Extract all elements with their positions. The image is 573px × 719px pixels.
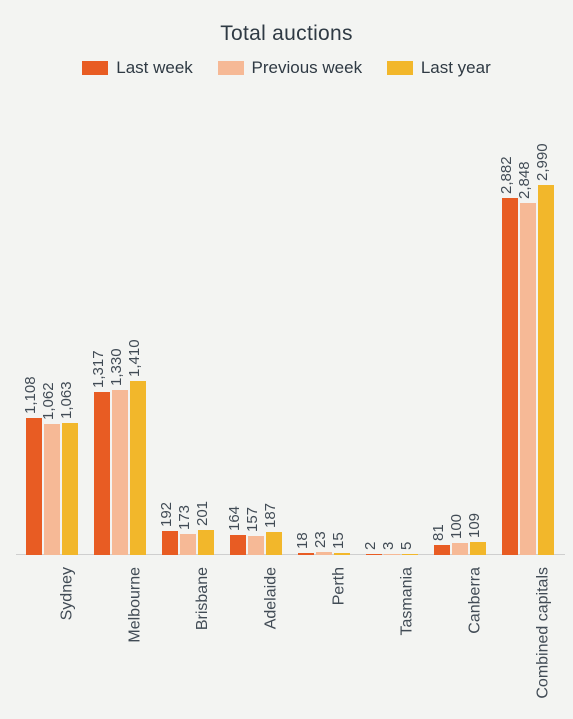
bar-value-label: 192 bbox=[158, 502, 175, 527]
category-group: 164157187 Adelaide bbox=[224, 92, 288, 715]
bar bbox=[452, 543, 468, 555]
bar-value-label: 15 bbox=[330, 532, 347, 549]
bar-value-label: 1,317 bbox=[90, 350, 107, 388]
bar bbox=[112, 390, 128, 555]
bar-value-label: 157 bbox=[244, 507, 261, 532]
category-group: 235 Tasmania bbox=[360, 92, 424, 715]
bar-value-label: 109 bbox=[466, 513, 483, 538]
bar-value-label: 2 bbox=[362, 542, 379, 550]
bar-value-label: 81 bbox=[430, 524, 447, 541]
bar bbox=[248, 536, 264, 555]
chart-title: Total auctions bbox=[0, 22, 573, 46]
category-group: 182315 Perth bbox=[292, 92, 356, 715]
bar-value-label: 173 bbox=[176, 505, 193, 530]
category-label: Canberra bbox=[466, 567, 484, 634]
category-group: 81100109 Canberra bbox=[428, 92, 492, 715]
category-group: 2,8822,8482,990 Combined capitals bbox=[496, 92, 560, 715]
bar bbox=[470, 542, 486, 555]
bar bbox=[180, 534, 196, 555]
legend-label: Last week bbox=[116, 58, 193, 78]
category-label: Adelaide bbox=[262, 567, 280, 629]
category-label: Melbourne bbox=[126, 567, 144, 643]
category-label: Sydney bbox=[58, 567, 76, 620]
bar bbox=[334, 553, 350, 555]
bar bbox=[230, 535, 246, 555]
legend-swatch-last-year bbox=[387, 61, 413, 75]
bar bbox=[298, 553, 314, 555]
bar-value-label: 18 bbox=[294, 532, 311, 549]
bar bbox=[402, 554, 418, 555]
bar-value-label: 100 bbox=[448, 514, 465, 539]
category-group: 1,3171,3301,410 Melbourne bbox=[88, 92, 152, 715]
bar bbox=[538, 185, 554, 555]
bar-value-label: 1,330 bbox=[108, 348, 125, 386]
category-group: 1,1081,0621,063 Sydney bbox=[20, 92, 84, 715]
bar-value-label: 1,108 bbox=[22, 376, 39, 414]
bar-value-label: 1,410 bbox=[126, 339, 143, 377]
legend-item-previous-week: Previous week bbox=[218, 58, 363, 78]
category-label: Brisbane bbox=[194, 567, 212, 630]
bar bbox=[434, 545, 450, 555]
category-label: Tasmania bbox=[398, 567, 416, 635]
bar-value-label: 164 bbox=[226, 506, 243, 531]
plot-area: 1,1081,0621,063 Sydney 1,3171,3301,410 Melb… bbox=[16, 92, 565, 715]
category-group: 192173201 Brisbane bbox=[156, 92, 220, 715]
bar bbox=[198, 530, 214, 555]
legend-item-last-year: Last year bbox=[387, 58, 491, 78]
bar bbox=[266, 532, 282, 555]
legend: Last week Previous week Last year bbox=[0, 58, 573, 80]
legend-swatch-previous-week bbox=[218, 61, 244, 75]
bar bbox=[26, 418, 42, 555]
bar bbox=[94, 392, 110, 555]
bar-value-label: 2,848 bbox=[516, 161, 533, 199]
chart-container: Total auctions Last week Previous week L… bbox=[0, 0, 573, 719]
bar-value-label: 1,062 bbox=[40, 382, 57, 420]
bar bbox=[520, 203, 536, 555]
bar-value-label: 201 bbox=[194, 501, 211, 526]
bar-value-label: 187 bbox=[262, 503, 279, 528]
bar bbox=[44, 424, 60, 555]
bar bbox=[366, 554, 382, 555]
bar bbox=[502, 198, 518, 555]
legend-item-last-week: Last week bbox=[82, 58, 193, 78]
bar-value-label: 2,990 bbox=[534, 143, 551, 181]
bar bbox=[316, 552, 332, 555]
bar bbox=[62, 423, 78, 555]
bar-value-label: 5 bbox=[398, 542, 415, 550]
legend-swatch-last-week bbox=[82, 61, 108, 75]
bar bbox=[162, 531, 178, 555]
bar-value-label: 2,882 bbox=[498, 156, 515, 194]
legend-label: Last year bbox=[421, 58, 491, 78]
bar-value-label: 23 bbox=[312, 531, 329, 548]
legend-label: Previous week bbox=[252, 58, 363, 78]
bar bbox=[384, 554, 400, 555]
category-label: Perth bbox=[330, 567, 348, 605]
bar bbox=[130, 381, 146, 555]
bar-value-label: 3 bbox=[380, 542, 397, 550]
bar-value-label: 1,063 bbox=[58, 381, 75, 419]
category-label: Combined capitals bbox=[534, 567, 552, 699]
